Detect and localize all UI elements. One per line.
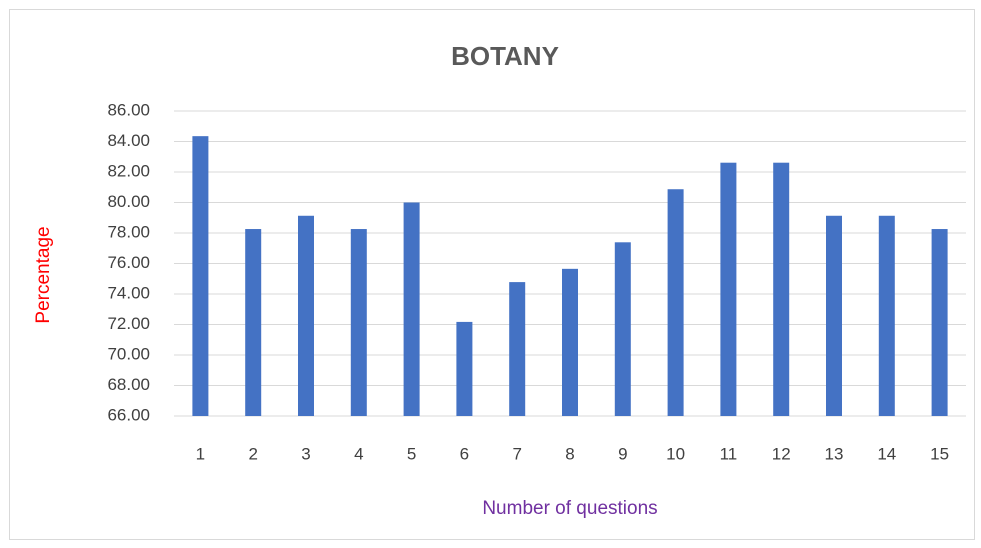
x-tick-label: 6	[460, 444, 469, 463]
chart-title: BOTANY	[451, 41, 559, 71]
x-tick-label: 14	[877, 444, 896, 463]
bar	[509, 282, 526, 416]
y-tick-label: 86.00	[107, 100, 150, 119]
bar	[298, 215, 314, 416]
x-tick-label: 15	[930, 444, 949, 463]
y-tick-label: 68.00	[107, 375, 150, 394]
y-axis-title: Percentage	[33, 226, 54, 323]
x-tick-label: 4	[354, 444, 363, 463]
bar	[562, 268, 578, 416]
x-tick-label: 2	[248, 444, 257, 463]
y-tick-label: 80.00	[107, 192, 150, 211]
bar	[773, 162, 790, 416]
x-tick-label: 7	[512, 444, 521, 463]
y-tick-label: 78.00	[107, 222, 150, 241]
x-tick-label: 1	[196, 444, 205, 463]
bar	[614, 242, 631, 416]
y-tick-label: 72.00	[107, 314, 150, 333]
bar	[931, 229, 948, 416]
y-tick-label: 66.00	[107, 405, 150, 424]
y-tick-label: 74.00	[107, 283, 150, 302]
x-tick-label: 3	[301, 444, 310, 463]
bar	[350, 229, 367, 416]
bar	[878, 215, 895, 416]
x-tick-label: 11	[720, 444, 738, 463]
bar	[667, 189, 684, 416]
y-tick-label: 70.00	[107, 344, 150, 363]
bar	[456, 321, 473, 416]
y-tick-label: 84.00	[107, 131, 150, 150]
bar	[403, 202, 420, 416]
bar	[192, 136, 209, 416]
y-tick-label: 76.00	[107, 253, 150, 272]
y-tick-label: 82.00	[107, 161, 150, 180]
x-tick-label: 13	[825, 444, 844, 463]
x-tick-label: 9	[618, 444, 627, 463]
bar	[826, 215, 842, 416]
x-tick-label: 8	[565, 444, 574, 463]
x-tick-label: 12	[772, 444, 791, 463]
x-axis-title: Number of questions	[482, 498, 657, 519]
chart-frame	[9, 9, 975, 540]
x-tick-label: 10	[666, 444, 685, 463]
bar	[720, 162, 737, 416]
x-tick-label: 5	[407, 444, 416, 463]
bar	[245, 229, 262, 416]
